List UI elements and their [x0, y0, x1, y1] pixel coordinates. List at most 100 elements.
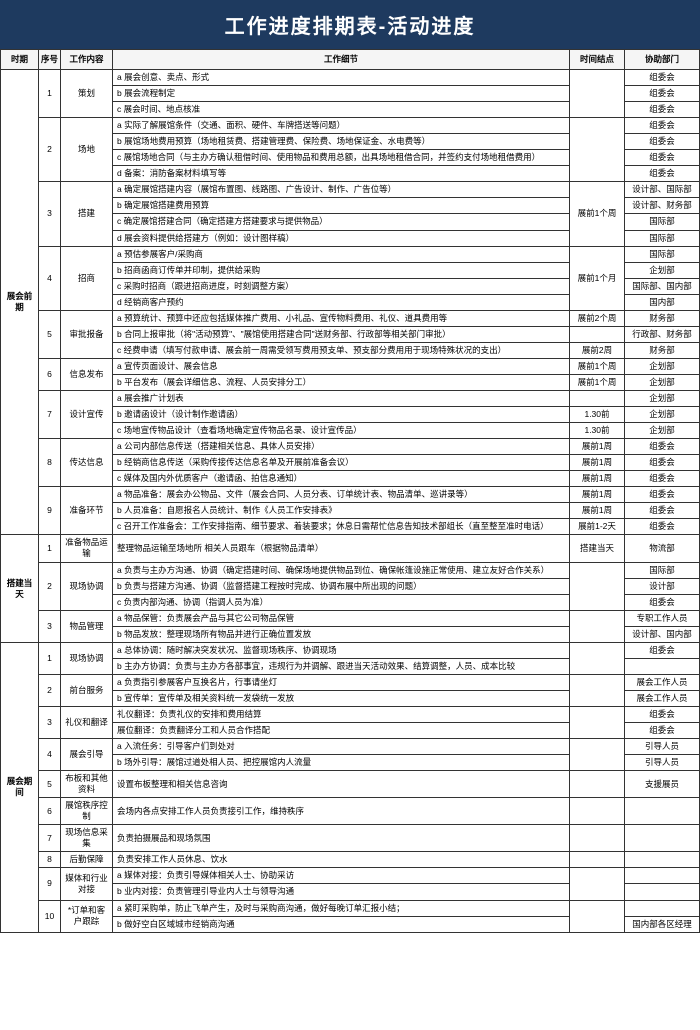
dept-cell: 物流部	[625, 535, 700, 562]
table-row: 2前台服务a 负责指引参展客户互换名片，行事请坐灯展会工作人员	[1, 674, 700, 690]
time-cell: 展前2个周	[570, 310, 625, 326]
dept-cell: 组委会	[625, 134, 700, 150]
detail-cell: b 平台发布（展会详细信息、流程、人员安排分工）	[113, 374, 570, 390]
time-cell	[570, 706, 625, 738]
work-cell: 准备环节	[61, 487, 113, 535]
time-cell	[570, 852, 625, 868]
detail-cell: d 经销商客户预约	[113, 294, 570, 310]
work-cell: 策划	[61, 70, 113, 118]
th-time: 时间结点	[570, 50, 625, 70]
table-row: 9媒体和行业对接a 媒体对接：负责引导媒体相关人士、协助采访	[1, 868, 700, 884]
detail-cell: 展位翻译：负责翻译分工和人员合作搭配	[113, 722, 570, 738]
dept-cell: 引导人员	[625, 755, 700, 771]
seq-cell: 9	[39, 487, 61, 535]
detail-cell: 会场内各点安排工作人员负责接引工作，维持秩序	[113, 798, 570, 825]
dept-cell: 设计部、国际部	[625, 182, 700, 198]
table-row: 展会前期1策划a 展会创意、卖点、形式组委会	[1, 70, 700, 86]
dept-cell: 国内部	[625, 294, 700, 310]
table-row: 4展会引导a 入流任务：引导客户们到处对引导人员	[1, 739, 700, 755]
seq-cell: 9	[39, 868, 61, 900]
detail-cell: 负责拍摄展品和现场氛围	[113, 825, 570, 852]
dept-cell: 设计部、国内部	[625, 626, 700, 642]
table-row: 2现场协调a 负责与主办方沟通、协调（确定搭建时间、确保场地提供物品到位、确保帐…	[1, 562, 700, 578]
seq-cell: 4	[39, 739, 61, 771]
table-row: 7设计宣传a 展会推广计划表企划部	[1, 390, 700, 406]
th-detail: 工作细节	[113, 50, 570, 70]
seq-cell: 1	[39, 535, 61, 562]
detail-cell: a 总体协调：随时解决突发状况、监督现场秩序、协调现场	[113, 642, 570, 658]
dept-cell: 专职工作人员	[625, 610, 700, 626]
dept-cell: 支援展员	[625, 771, 700, 798]
detail-cell: c 场地宣传物品设计（查看场地确定宣传物品名录、设计宣传品）	[113, 423, 570, 439]
detail-cell: a 入流任务：引导客户们到处对	[113, 739, 570, 755]
phase-cell: 展会前期	[1, 70, 39, 535]
header-row: 时期 序号 工作内容 工作细节 时间结点 协助部门	[1, 50, 700, 70]
detail-cell: b 人员准备：自愿报名人员统计、制作《人员工作安排表》	[113, 503, 570, 519]
dept-cell: 国际部	[625, 214, 700, 230]
detail-cell: b 物品发放：整理现场所有物品并进行正确位置发放	[113, 626, 570, 642]
work-cell: 场地	[61, 118, 113, 182]
dept-cell	[625, 658, 700, 674]
dept-cell: 组委会	[625, 150, 700, 166]
time-cell: 1.30前	[570, 423, 625, 439]
dept-cell: 组委会	[625, 70, 700, 86]
seq-cell: 4	[39, 246, 61, 310]
dept-cell: 组委会	[625, 706, 700, 722]
time-cell: 1.30前	[570, 407, 625, 423]
detail-cell: a 物品保管：负责展会产品与其它公司物品保管	[113, 610, 570, 626]
seq-cell: 3	[39, 610, 61, 642]
dept-cell: 企划部	[625, 262, 700, 278]
work-cell: 现场协调	[61, 562, 113, 610]
detail-cell: a 物品准备：展会办公物品、文件（展会合同、人员分表、订单统计表、物品清单、巡讲…	[113, 487, 570, 503]
detail-cell: a 确定展馆搭建内容（展馆布置图、线路图、广告设计、制作、广告位等）	[113, 182, 570, 198]
seq-cell: 6	[39, 358, 61, 390]
time-cell	[570, 900, 625, 932]
detail-cell: b 展会流程制定	[113, 86, 570, 102]
seq-cell: 1	[39, 642, 61, 674]
dept-cell: 财务部	[625, 310, 700, 326]
work-cell: 前台服务	[61, 674, 113, 706]
dept-cell: 企划部	[625, 374, 700, 390]
detail-cell: b 招商函商订传单并印制，提供给采购	[113, 262, 570, 278]
table-row: 10*订单和客户跟踪a 紧盯采购单，防止飞单产生，及时与采购商沟通，做好每晚订单…	[1, 900, 700, 916]
table-row: 7现场信息采集负责拍摄展品和现场氛围	[1, 825, 700, 852]
time-cell: 展前1周	[570, 455, 625, 471]
detail-cell: b 展馆场地费用预算（场地租赁费、搭建管理费、保险费、场地保证金、水电费等）	[113, 134, 570, 150]
seq-cell: 5	[39, 771, 61, 798]
seq-cell: 7	[39, 390, 61, 438]
table-row: 6展馆秩序控制会场内各点安排工作人员负责接引工作，维持秩序	[1, 798, 700, 825]
dept-cell: 组委会	[625, 166, 700, 182]
time-cell	[570, 642, 625, 674]
table-row: 4招商a 预估参展客户/采购商展前1个月国际部	[1, 246, 700, 262]
table-row: 8传达信息a 公司内部信息传送（搭建相关信息、具体人员安排）展前1周组委会	[1, 439, 700, 455]
page-title: 工作进度排期表-活动进度	[0, 0, 700, 49]
work-cell: 布板和其他资料	[61, 771, 113, 798]
detail-cell: a 媒体对接：负责引导媒体相关人士、协助采访	[113, 868, 570, 884]
seq-cell: 3	[39, 706, 61, 738]
time-cell: 展前1周	[570, 439, 625, 455]
dept-cell: 财务部	[625, 342, 700, 358]
detail-cell: b 合同上报审批（将"活动预算"、"展馆使用搭建合同"送财务部、行政部等相关部门…	[113, 326, 570, 342]
detail-cell: b 邀请函设计（设计制作邀请函）	[113, 407, 570, 423]
time-cell: 展前2周	[570, 342, 625, 358]
seq-cell: 5	[39, 310, 61, 358]
work-cell: 后勤保障	[61, 852, 113, 868]
dept-cell: 组委会	[625, 455, 700, 471]
dept-cell: 展会工作人员	[625, 690, 700, 706]
detail-cell: a 宣传页面设计、展会信息	[113, 358, 570, 374]
dept-cell	[625, 798, 700, 825]
seq-cell: 8	[39, 439, 61, 487]
detail-cell: a 实际了解展馆条件（交通、面积、硬件、车牌搭送等问题）	[113, 118, 570, 134]
work-cell: 审批报备	[61, 310, 113, 358]
dept-cell	[625, 852, 700, 868]
time-cell	[570, 562, 625, 610]
dept-cell: 组委会	[625, 594, 700, 610]
work-cell: 展会引导	[61, 739, 113, 771]
work-cell: 搭建	[61, 182, 113, 246]
dept-cell: 企划部	[625, 390, 700, 406]
seq-cell: 2	[39, 674, 61, 706]
detail-cell: c 负责内部沟通、协调（指调人员为准）	[113, 594, 570, 610]
detail-cell: 设置布板整理和相关信息咨询	[113, 771, 570, 798]
detail-cell: b 主办方协调：负责与主办方各部事宜，违规行为并调解、跟进当天活动效果、结算调整…	[113, 658, 570, 674]
time-cell: 展前1周	[570, 503, 625, 519]
